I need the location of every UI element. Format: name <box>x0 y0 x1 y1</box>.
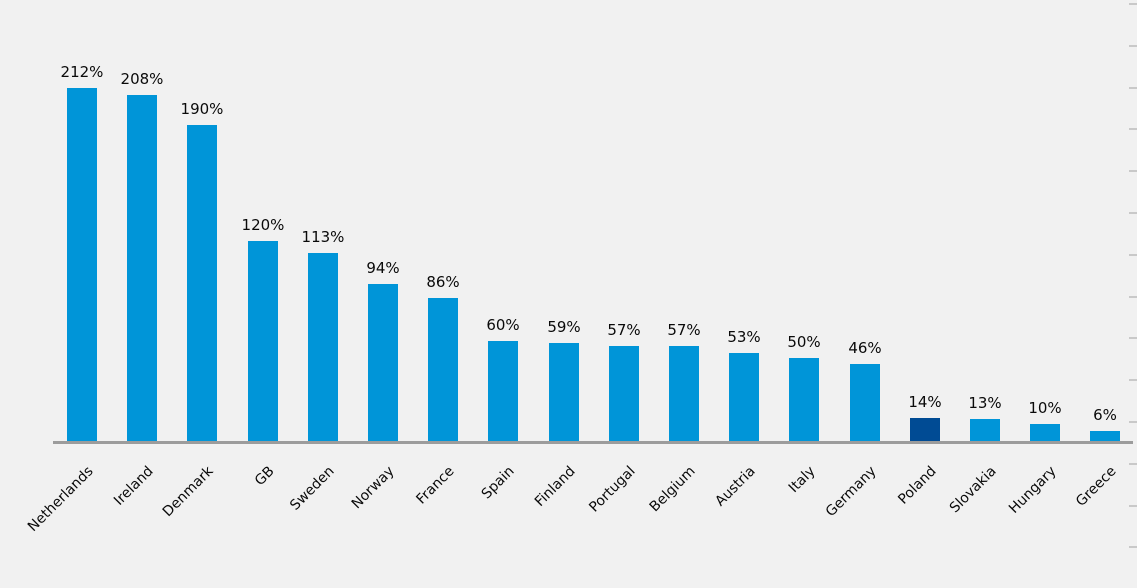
category-label: Belgium <box>646 463 699 516</box>
right-edge-tick <box>1129 546 1137 548</box>
category-label: Portugal <box>586 463 639 516</box>
bar-value-label: 86% <box>426 273 460 291</box>
bar-value-label: 53% <box>727 328 761 346</box>
right-edge-tick <box>1129 3 1137 5</box>
category-label: Ireland <box>111 463 157 509</box>
category-label: Norway <box>348 463 398 513</box>
bar-value-label: 50% <box>787 333 821 351</box>
bar-poland <box>910 418 940 441</box>
category-label: Slovakia <box>946 463 1000 517</box>
bar-ireland <box>127 95 157 441</box>
category-label: Austria <box>712 463 759 510</box>
bar-germany <box>850 364 880 441</box>
bar-greece <box>1090 431 1120 441</box>
category-label: Greece <box>1073 463 1120 510</box>
bar-value-label: 10% <box>1028 399 1062 417</box>
bar-slovakia <box>970 419 1000 441</box>
bar-value-label: 46% <box>848 339 882 357</box>
right-edge-tick <box>1129 505 1137 507</box>
right-edge-tick <box>1129 128 1137 130</box>
bar-finland <box>549 343 579 441</box>
bar-netherlands <box>67 88 97 441</box>
bar-austria <box>729 353 759 441</box>
category-label: Germany <box>822 463 880 521</box>
bar-value-label: 59% <box>547 318 581 336</box>
right-edge-tick <box>1129 337 1137 339</box>
bar-portugal <box>609 346 639 441</box>
bar-hungary <box>1030 424 1060 441</box>
x-axis-line <box>53 441 1133 444</box>
category-label: Poland <box>895 463 940 508</box>
bar-sweden <box>308 253 338 441</box>
bar-value-label: 120% <box>241 216 285 234</box>
bar-denmark <box>187 125 217 441</box>
bar-value-label: 94% <box>366 259 400 277</box>
bar-value-label: 57% <box>607 321 641 339</box>
bar-gb <box>248 241 278 441</box>
category-label: Finland <box>531 463 579 510</box>
bar-belgium <box>669 346 699 441</box>
bar-value-label: 60% <box>486 316 520 334</box>
right-edge-tick <box>1129 170 1137 172</box>
bar-value-label: 6% <box>1093 406 1117 424</box>
category-label: Italy <box>785 463 819 497</box>
right-edge-tick <box>1129 296 1137 298</box>
right-edge-tick <box>1129 254 1137 256</box>
bar-italy <box>789 358 819 441</box>
right-edge-tick <box>1129 87 1137 89</box>
category-label: Hungary <box>1006 463 1060 517</box>
bar-value-label: 212% <box>60 63 104 81</box>
right-edge-tick <box>1129 212 1137 214</box>
bar-value-label: 208% <box>120 70 164 88</box>
right-edge-tick <box>1129 45 1137 47</box>
right-edge-tick <box>1129 421 1137 423</box>
bar-france <box>428 298 458 441</box>
bar-norway <box>368 284 398 441</box>
bar-value-label: 113% <box>301 228 345 246</box>
category-label: Sweden <box>287 463 338 514</box>
category-label: Denmark <box>159 463 217 521</box>
bar-value-label: 14% <box>908 393 942 411</box>
right-edge-tick <box>1129 379 1137 381</box>
bar-value-label: 190% <box>180 100 224 118</box>
bar-value-label: 57% <box>667 321 701 339</box>
category-label: France <box>413 463 458 508</box>
category-label: Spain <box>478 463 518 503</box>
bar-value-label: 13% <box>968 394 1002 412</box>
bar-spain <box>488 341 518 441</box>
bar-chart: 212% Netherlands 208% Ireland 190% Denmark 120… <box>24 3 1137 548</box>
category-label: GB <box>251 463 278 490</box>
right-edge-tick <box>1129 463 1137 465</box>
